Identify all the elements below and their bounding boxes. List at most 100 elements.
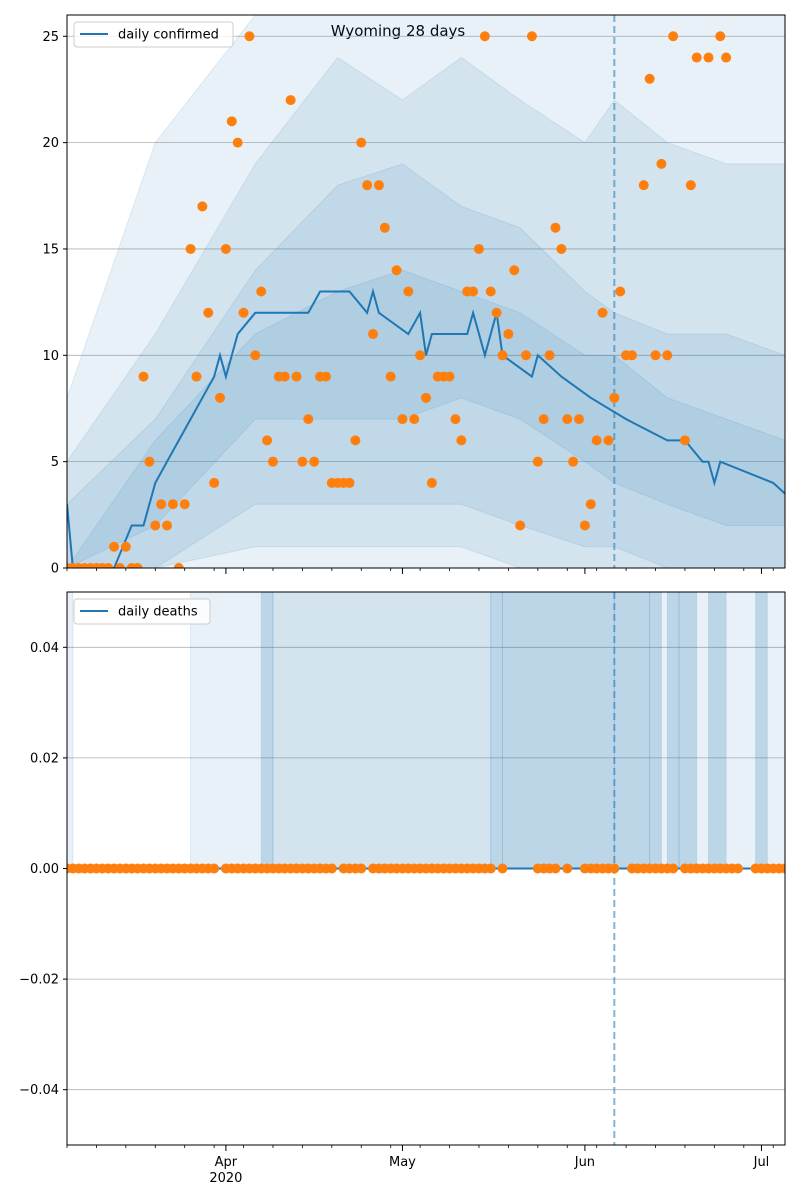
y-tick-label: 10 (42, 349, 59, 364)
observed-point (585, 499, 596, 510)
observed-point (703, 52, 714, 63)
observed-point (721, 52, 732, 63)
confirmed-x-axis (66, 568, 774, 574)
observed-point (503, 329, 514, 340)
observed-point (103, 563, 114, 568)
observed-point (574, 414, 585, 425)
x-year-label: 2020 (209, 1171, 242, 1186)
observed-point (209, 863, 220, 874)
observed-point (715, 31, 726, 42)
observed-point (267, 456, 278, 467)
y-tick-label: −0.02 (19, 973, 59, 988)
observed-point (179, 499, 190, 510)
daily-confirmed-line (67, 287, 785, 568)
observed-point (162, 520, 173, 531)
credible-band-span (613, 592, 651, 869)
observed-point (780, 863, 785, 874)
figure-title: Wyoming 28 days (331, 22, 466, 40)
observed-point (485, 286, 496, 297)
observed-point (356, 137, 367, 148)
credible-band-span (190, 592, 785, 869)
observed-point (556, 243, 567, 254)
observed-point (144, 456, 155, 467)
observed-point (403, 286, 414, 297)
observed-point (591, 435, 602, 446)
deaths-legend: daily deaths (73, 598, 211, 625)
observed-point (733, 0, 743, 5)
legend-label-daily-confirmed: daily confirmed (118, 28, 219, 43)
observed-point (550, 222, 561, 233)
credible-band-span (272, 592, 492, 869)
confirmed-model-line (67, 287, 785, 568)
credible-band-span (707, 592, 727, 869)
observed-point (638, 180, 649, 191)
confirmed-axes-frame (66, 14, 786, 569)
x-tick-label: May (389, 1155, 416, 1170)
observed-point (409, 414, 420, 425)
observed-point (691, 52, 702, 63)
deaths-y-axis: −0.04 −0.02 0.00 0.02 0.04 (19, 641, 67, 1098)
confirmed-credible-bands (67, 15, 785, 568)
observed-point (215, 392, 226, 403)
deaths-credible-bands (67, 592, 785, 869)
credible-band-4 (67, 269, 785, 568)
observed-point (527, 0, 537, 7)
observed-point (626, 350, 637, 361)
observed-point (156, 499, 167, 510)
credible-band-span (649, 592, 662, 869)
observed-point (532, 456, 543, 467)
observed-point (250, 350, 261, 361)
observed-point (538, 414, 549, 425)
observed-point (397, 414, 408, 425)
credible-band-span (755, 592, 768, 869)
observed-point (373, 180, 384, 191)
y-tick-label: −0.04 (19, 1083, 59, 1098)
observed-point (491, 307, 502, 318)
observed-point (426, 477, 437, 488)
observed-point (615, 286, 626, 297)
observed-point (644, 73, 655, 84)
observed-point (114, 563, 125, 568)
y-tick-label: 0.00 (30, 862, 59, 877)
observed-point (379, 222, 390, 233)
observed-point (185, 243, 196, 254)
observed-point (226, 116, 237, 127)
y-tick-label: 5 (51, 455, 59, 470)
observed-point (197, 201, 208, 212)
y-tick-label: 0.02 (30, 751, 59, 766)
observed-point (209, 477, 220, 488)
observed-point (279, 371, 290, 382)
observed-point (368, 329, 379, 340)
observed-point (203, 307, 214, 318)
deaths-panel: −0.04−0.020.000.020.04 Apr May Jun Jul2020 … (19, 591, 786, 1186)
credible-band-1 (67, 15, 785, 568)
observed-point (350, 435, 361, 446)
observed-point (603, 435, 614, 446)
observed-point (597, 307, 608, 318)
observed-point (562, 863, 573, 874)
observed-point (732, 863, 743, 874)
x-tick-label: Jun (574, 1155, 595, 1170)
observed-point (285, 95, 296, 106)
credible-band-span (490, 592, 504, 869)
observed-point (150, 520, 161, 531)
observed-point (650, 350, 661, 361)
observed-point (297, 456, 308, 467)
confirmed-observed-points (67, 0, 743, 568)
observed-point (220, 243, 231, 254)
observed-point (479, 31, 490, 42)
observed-point (685, 180, 696, 191)
observed-point (109, 541, 120, 552)
observed-point (568, 456, 579, 467)
observed-point (244, 31, 255, 42)
observed-point (415, 350, 426, 361)
observed-point (515, 520, 526, 531)
y-tick-label: 15 (42, 242, 59, 257)
observed-point (550, 863, 561, 874)
observed-point (679, 435, 690, 446)
observed-point (309, 456, 320, 467)
observed-point (326, 863, 337, 874)
observed-point (421, 392, 431, 403)
deaths-observed-points (67, 863, 785, 874)
